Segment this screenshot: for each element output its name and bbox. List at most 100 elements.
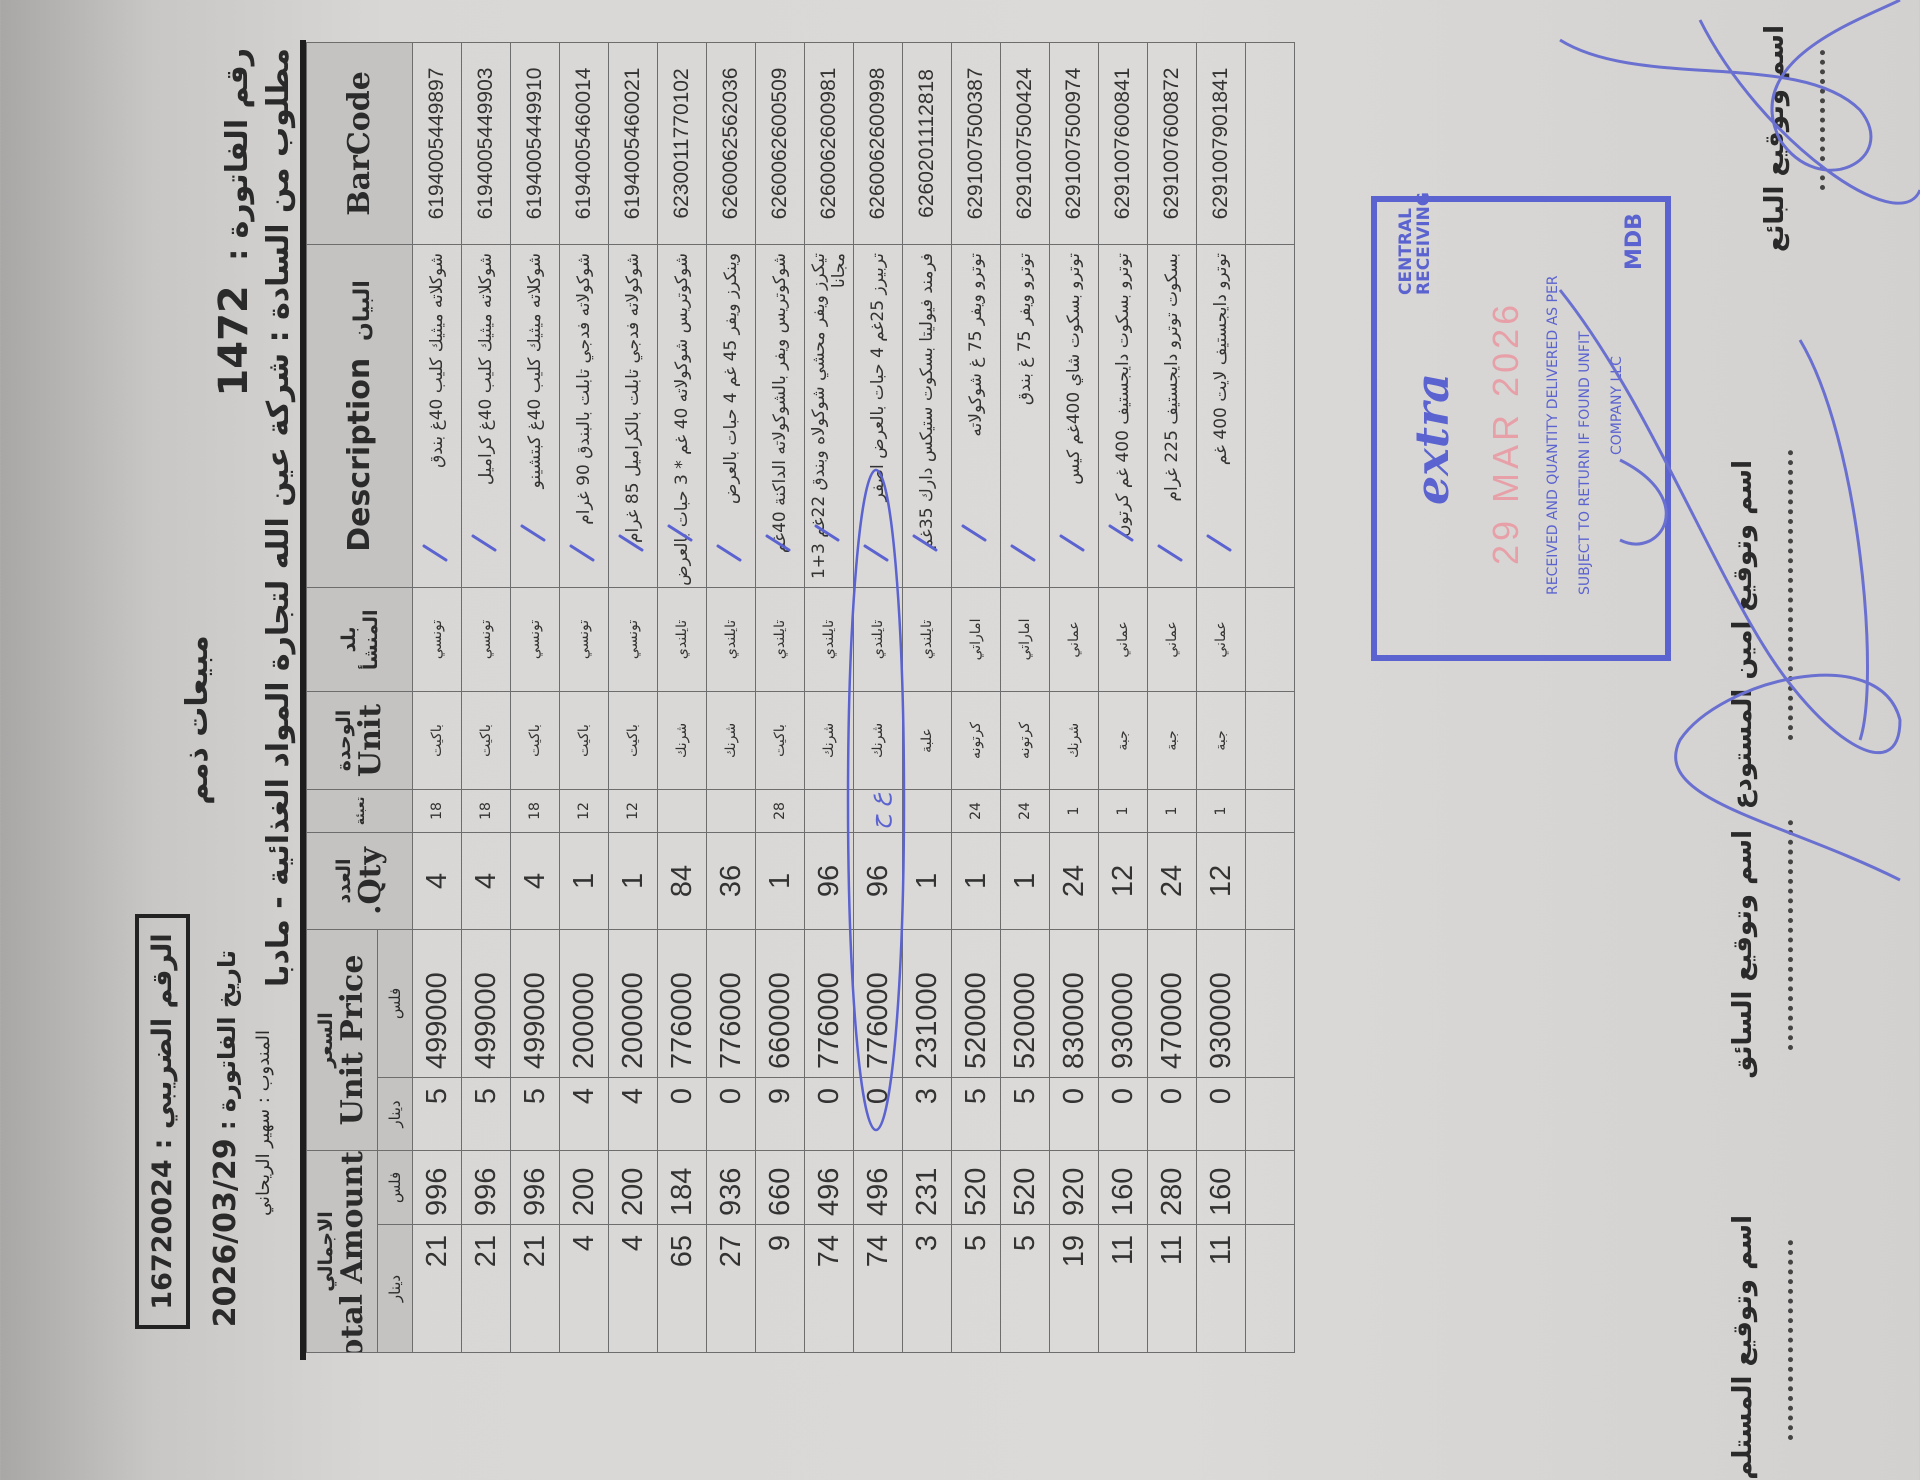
tax-number-box: الرقم الضريبي : 16720024 <box>135 914 190 1329</box>
empty-cell <box>1245 691 1295 790</box>
price-fils-cell: 499000 <box>461 929 511 1078</box>
seller-signature-line <box>1820 50 1825 190</box>
barcode-cell: 6194005449897 <box>412 42 462 245</box>
invoice-type-title: مبيعات ذمم <box>180 635 215 805</box>
pack-cell <box>853 789 903 833</box>
receiver-signature-label: اسم وتوقيع المستلم <box>1728 1215 1758 1480</box>
col-qty: العدد Qty. <box>306 832 413 930</box>
description-cell: شوكوتريس ويفر بالشوكولاته الداكنة 40غم <box>755 244 805 588</box>
total-fils-cell: 996 <box>510 1150 560 1225</box>
table-row: 6291007500387 توترو ويفر 75 غ شوكولاته اما… <box>951 42 1001 1353</box>
total-dinar-cell: 4 <box>608 1224 658 1353</box>
total-dinar-cell: 5 <box>1000 1224 1050 1353</box>
origin-cell: عماني <box>1098 587 1148 692</box>
col-total-fils: فلس <box>377 1150 413 1225</box>
price-fils-cell: 200000 <box>559 929 609 1078</box>
total-fils-cell: 520 <box>1000 1150 1050 1225</box>
unit-cell: شرنك <box>804 691 854 790</box>
barcode-cell: 6194005460014 <box>559 42 609 245</box>
empty-cell <box>1245 1224 1295 1353</box>
stamp-line-3: COMPANY LLC <box>1609 356 1625 455</box>
qty-cell: 12 <box>1098 832 1148 930</box>
tax-number: 16720024 <box>147 1159 178 1310</box>
total-fils-cell: 160 <box>1098 1150 1148 1225</box>
pack-cell: 12 <box>608 789 658 833</box>
price-fils-cell: 930000 <box>1098 929 1148 1078</box>
pack-cell: 24 <box>951 789 1001 833</box>
description-cell: بسكوت توترو دايجستيف 225 غرام <box>1147 244 1197 588</box>
qty-cell: 12 <box>1196 832 1246 930</box>
receiver-signature-line <box>1788 1240 1793 1440</box>
qty-cell: 1 <box>902 832 952 930</box>
total-dinar-cell: 21 <box>510 1224 560 1353</box>
origin-cell: اماراتي <box>1000 587 1050 692</box>
price-dinar-cell: 0 <box>1049 1077 1099 1151</box>
description-cell: توترو دايجستيف لايت 400 غم <box>1196 244 1246 588</box>
table-row: 6291007901841 توترو دايجستيف لايت 400 غم ع… <box>1196 42 1246 1353</box>
total-dinar-cell: 9 <box>755 1224 805 1353</box>
table-row: 6291007600841 توترو بسكوت دايجستيف 400 غم… <box>1098 42 1148 1353</box>
price-fils-cell: 231000 <box>902 929 952 1078</box>
stamp-dept: CENTRAL RECEIVING <box>1396 192 1434 295</box>
origin-cell: تونسي <box>559 587 609 692</box>
unit-cell: شرنك <box>706 691 756 790</box>
pack-cell: 18 <box>412 789 462 833</box>
barcode-cell: 6194005449910 <box>510 42 560 245</box>
empty-cell <box>1245 832 1295 930</box>
empty-cell <box>1245 244 1295 588</box>
origin-cell: اماراتي <box>951 587 1001 692</box>
barcode-cell: 6291007901841 <box>1196 42 1246 245</box>
items-table: BarCode البيان Description بلد المنشأ ال… <box>306 42 1295 1353</box>
warehouse-signature-label: اسم وتوقيع امين المستودع <box>1728 460 1758 810</box>
description-cell: توترو بسكوت شاي 400غم كيس <box>1049 244 1099 588</box>
stamp-line-2: SUBJECT TO RETURN IF FOUND UNFIT <box>1577 331 1593 595</box>
barcode-cell: 6194005460021 <box>608 42 658 245</box>
price-dinar-cell: 0 <box>706 1077 756 1151</box>
pack-cell: 28 <box>755 789 805 833</box>
table-row: 6260062600998 تربيرز 25غم 4 حبات بالعرض ا… <box>853 42 903 1353</box>
barcode-cell: 6260062600998 <box>853 42 903 245</box>
table-row: 6194005449897 شوكلاته ميثيك كليب 40غ بندق… <box>412 42 462 1353</box>
total-fils-cell: 496 <box>853 1150 903 1225</box>
total-dinar-cell: 3 <box>902 1224 952 1353</box>
total-dinar-cell: 4 <box>559 1224 609 1353</box>
seller-signature-scribble <box>1559 0 1920 205</box>
barcode-cell: 6194005449903 <box>461 42 511 245</box>
col-description: البيان Description <box>306 244 413 588</box>
unit-cell: كرتونه <box>1000 691 1050 790</box>
qty-cell: 1 <box>608 832 658 930</box>
total-fils-cell: 496 <box>804 1150 854 1225</box>
price-fils-cell: 499000 <box>510 929 560 1078</box>
origin-cell: تونسي <box>510 587 560 692</box>
table-row: 6260062562036 وينكرز ويفر 45 غم 4 حبات با… <box>706 42 756 1353</box>
table-row: 6291007500974 توترو بسكوت شاي 400غم كيس عم… <box>1049 42 1099 1353</box>
origin-cell: عماني <box>1147 587 1197 692</box>
table-row: 6260201112818 فرمند فيوليتا بسكوت ستيكس د… <box>902 42 952 1353</box>
total-dinar-cell: 21 <box>412 1224 462 1353</box>
price-fils-cell: 470000 <box>1147 929 1197 1078</box>
origin-cell: تونسي <box>461 587 511 692</box>
price-fils-cell: 830000 <box>1049 929 1099 1078</box>
customer-name: شركة عين الله لتجارة المواد الغذائية - م… <box>261 352 296 987</box>
invoice-number: رقم الفاتورة : 1472 <box>211 48 257 410</box>
description-cell: توترو ويفر 75 غ بندق <box>1000 244 1050 588</box>
total-fils-cell: 996 <box>461 1150 511 1225</box>
price-fils-cell: 776000 <box>657 929 707 1078</box>
driver-signature-line <box>1788 820 1793 1050</box>
empty-cell <box>1245 42 1295 245</box>
origin-cell: تايلندي <box>902 587 952 692</box>
price-fils-cell: 499000 <box>412 929 462 1078</box>
barcode-cell: 6291007600872 <box>1147 42 1197 245</box>
empty-cell <box>1245 1150 1295 1225</box>
barcode-cell: 6260201112818 <box>902 42 952 245</box>
col-unit: الوحدة Unit <box>306 691 413 790</box>
pack-cell: 12 <box>559 789 609 833</box>
pack-cell: 24 <box>1000 789 1050 833</box>
total-fils-cell: 280 <box>1147 1150 1197 1225</box>
origin-cell: تايلندي <box>706 587 756 692</box>
barcode-cell: 6291007500387 <box>951 42 1001 245</box>
table-row: 6194005460014 شوكولاته فدجي تابلت بالبندق… <box>559 42 609 1353</box>
description-cell: شوكلاته ميثيك كليب 40غ كراميل <box>461 244 511 588</box>
customer-label: مطلوب من السادة : <box>261 48 296 343</box>
origin-cell: تايلندي <box>657 587 707 692</box>
